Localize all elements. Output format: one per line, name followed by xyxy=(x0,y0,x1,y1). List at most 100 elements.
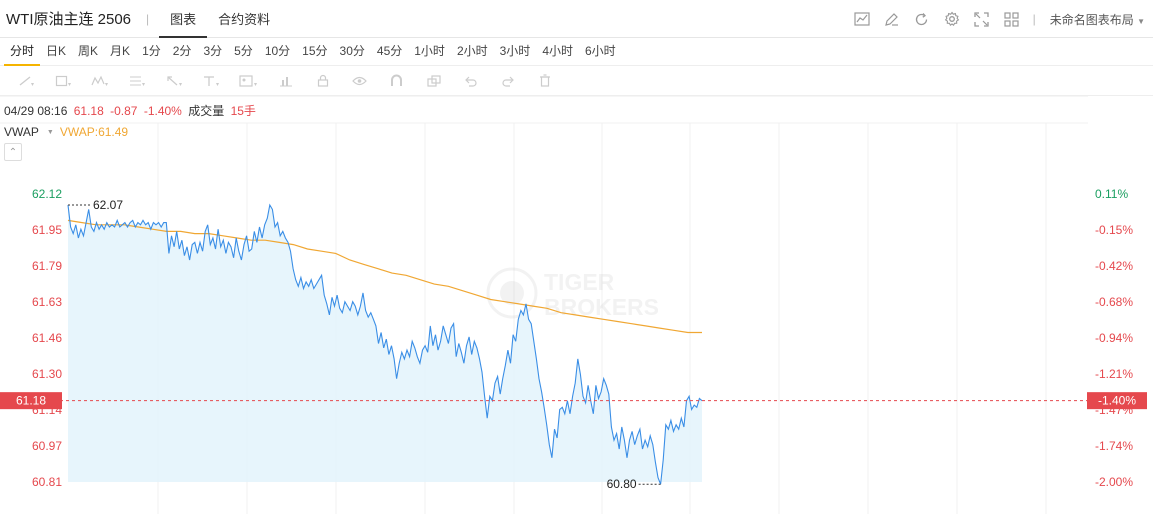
pct-tick-label: -2.00% xyxy=(1095,475,1133,489)
tab-chart[interactable]: 图表 xyxy=(159,0,208,38)
eye-icon[interactable] xyxy=(341,66,378,96)
info-line: 04/29 08:16 61.18 -0.87 -1.40% 成交量 15手 xyxy=(4,102,259,119)
collapse-icon[interactable]: ⌃ xyxy=(4,143,22,161)
y-tick-label: 61.79 xyxy=(32,259,62,273)
fullscreen-icon[interactable] xyxy=(967,0,997,38)
price-line xyxy=(67,203,703,485)
period-tab[interactable]: 1分 xyxy=(142,43,161,58)
caret-down-icon[interactable]: ▼ xyxy=(46,128,54,136)
svg-text:▾: ▾ xyxy=(254,82,257,87)
datetime: 04/29 08:16 xyxy=(4,104,68,118)
period-tab[interactable]: 分时 xyxy=(4,38,41,66)
watermark-line1: TIGER xyxy=(544,269,615,295)
svg-text:▾: ▾ xyxy=(105,82,108,87)
period-tab[interactable]: 45分 xyxy=(376,43,403,58)
y-axis-right: 0.11%-0.15%-0.42%-0.68%-0.94%-1.21%-1.47… xyxy=(1095,187,1133,489)
line-tool-icon[interactable]: ▾ xyxy=(8,66,45,96)
high-label: 62.07 xyxy=(93,198,123,212)
chart-type-icon[interactable] xyxy=(847,0,877,38)
pct-tick-label: -0.94% xyxy=(1095,331,1133,345)
period-tab[interactable]: 6小时 xyxy=(585,43,616,58)
undo-icon[interactable] xyxy=(452,66,489,96)
image-tool-icon[interactable]: ▾ xyxy=(230,66,267,96)
tiger-logo-icon xyxy=(486,267,538,319)
arrow-tool-icon[interactable]: ▾ xyxy=(156,66,193,96)
period-tab[interactable]: 5分 xyxy=(234,43,253,58)
tab-contract-info[interactable]: 合约资料 xyxy=(218,11,271,27)
pct-tick-label: -0.68% xyxy=(1095,295,1133,309)
pct-tick-label: -1.21% xyxy=(1095,367,1133,381)
vwap-value: VWAP:61.49 xyxy=(59,125,129,139)
tiger-logo-icon-inner xyxy=(500,281,524,305)
period-tab[interactable]: 2分 xyxy=(172,43,192,58)
price-change-pct: -1.40% xyxy=(143,104,182,118)
toolbar: | 未命名图表布局 ▼ xyxy=(847,0,1145,38)
trash-icon[interactable] xyxy=(526,66,563,96)
measure-tool-icon[interactable] xyxy=(267,66,304,96)
low-marker: 60.80 xyxy=(607,477,661,491)
svg-text:▾: ▾ xyxy=(142,82,145,87)
symbol-title[interactable]: WTI原油主连 2506 xyxy=(6,11,132,28)
watermark: TIGER BROKERS xyxy=(486,267,659,320)
caret-down-icon: ▼ xyxy=(1137,16,1145,26)
y-axis-left: 62.1261.9561.7961.6361.4661.3061.1460.97… xyxy=(32,187,62,489)
y-tick-label: 62.12 xyxy=(32,187,62,201)
pct-tick-label: -0.15% xyxy=(1095,223,1133,237)
svg-text:▾: ▾ xyxy=(31,82,34,87)
grid-layout-icon[interactable] xyxy=(997,0,1027,38)
period-tab[interactable]: 周K xyxy=(78,43,99,58)
volume-label: 成交量 xyxy=(188,104,225,118)
pct-tick-label: -1.74% xyxy=(1095,439,1133,453)
svg-text:▾: ▾ xyxy=(179,82,182,87)
pct-tick-label: 0.11% xyxy=(1095,187,1128,201)
refresh-icon[interactable] xyxy=(907,0,937,38)
watermark-line2: BROKERS xyxy=(544,294,659,320)
svg-text:▾: ▾ xyxy=(68,82,71,87)
period-tab[interactable]: 15分 xyxy=(302,43,328,58)
vwap-line xyxy=(67,219,702,334)
period-tab[interactable]: 1小时 xyxy=(414,43,445,58)
text-tool-icon[interactable]: ▾ xyxy=(193,66,230,96)
y-tick-label: 61.30 xyxy=(32,367,62,381)
period-tab[interactable]: 10分 xyxy=(264,43,291,58)
last-price: 61.18 xyxy=(73,104,104,118)
period-tab[interactable]: 3分 xyxy=(203,43,223,58)
period-tab[interactable]: 日K xyxy=(46,43,67,58)
rect-tool-icon[interactable]: ▾ xyxy=(45,66,82,96)
period-tab[interactable]: 30分 xyxy=(339,43,365,58)
low-label: 60.80 xyxy=(607,477,637,491)
period-tab[interactable]: 3小时 xyxy=(499,43,531,58)
y-tick-label: 61.63 xyxy=(32,295,62,309)
divider: | xyxy=(146,11,150,26)
y-tick-label: 60.97 xyxy=(32,439,62,453)
layout-label: 未命名图表布局 xyxy=(1049,12,1134,27)
settings-icon[interactable] xyxy=(937,0,967,38)
vwap-legend: VWAP ▼ VWAP:61.49 xyxy=(4,125,128,139)
lock-icon[interactable] xyxy=(304,66,341,96)
layers-icon[interactable] xyxy=(415,66,452,96)
draw-edit-icon[interactable] xyxy=(877,0,907,38)
layout-dropdown[interactable]: 未命名图表布局 ▼ xyxy=(1040,11,1145,28)
current-price-tag-right: -1.40% xyxy=(1087,392,1147,410)
current-price-tag-left: 61.18 xyxy=(0,392,62,410)
current-price-tag-right-bg xyxy=(1087,392,1147,410)
divider: | xyxy=(1032,12,1036,26)
pct-tick-label: -0.42% xyxy=(1095,259,1133,273)
redo-icon[interactable] xyxy=(489,66,526,96)
pattern-tool-icon[interactable]: ▾ xyxy=(82,66,119,96)
current-pct-value: -1.40% xyxy=(1098,394,1136,408)
vwap-label[interactable]: VWAP xyxy=(4,125,39,139)
current-price-tag-left-bg xyxy=(0,392,62,410)
high-marker: 62.07 xyxy=(68,198,123,212)
y-tick-label: 61.46 xyxy=(32,331,62,345)
period-tab[interactable]: 4小时 xyxy=(542,43,573,58)
period-tab[interactable]: 2小时 xyxy=(456,43,488,58)
fib-tool-icon[interactable]: ▾ xyxy=(119,66,156,96)
period-tab[interactable]: 月K xyxy=(110,43,131,58)
magnet-icon[interactable] xyxy=(378,66,415,96)
current-price-value: 61.18 xyxy=(16,394,46,408)
top-bar: WTI原油主连 2506 | 图表 合约资料 | 未命名图表布局 ▼ xyxy=(0,0,1153,38)
volume-value: 15手 xyxy=(230,104,256,118)
y-tick-label: 61.95 xyxy=(32,223,62,237)
